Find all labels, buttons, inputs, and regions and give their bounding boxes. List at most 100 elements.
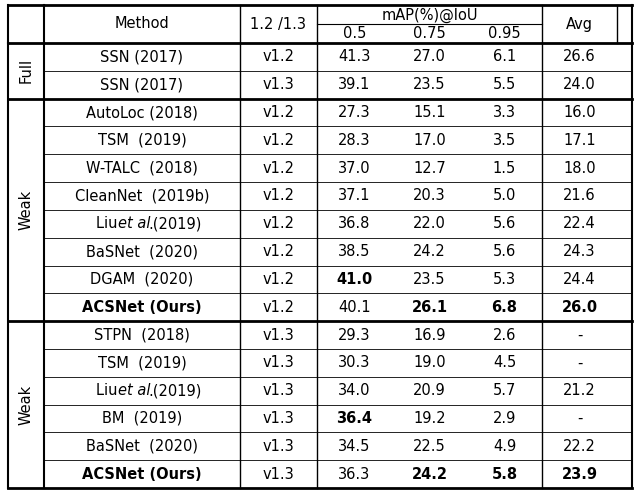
Text: 1.2 /1.3: 1.2 /1.3 bbox=[250, 16, 307, 32]
Text: Method: Method bbox=[115, 16, 170, 32]
Text: 39.1: 39.1 bbox=[339, 77, 371, 92]
Text: 23.5: 23.5 bbox=[413, 272, 445, 287]
Text: 34.0: 34.0 bbox=[339, 383, 371, 398]
Text: et al: et al bbox=[118, 216, 150, 231]
Text: Liu: Liu bbox=[96, 383, 122, 398]
Text: 36.3: 36.3 bbox=[339, 467, 371, 482]
Text: 23.9: 23.9 bbox=[561, 467, 598, 482]
Text: v1.2: v1.2 bbox=[262, 105, 294, 120]
Text: 12.7: 12.7 bbox=[413, 161, 446, 176]
Text: 18.0: 18.0 bbox=[563, 161, 596, 176]
Text: DGAM  (2020): DGAM (2020) bbox=[90, 272, 194, 287]
Text: 1.5: 1.5 bbox=[493, 161, 516, 176]
Text: 4.5: 4.5 bbox=[493, 355, 516, 371]
Text: v1.3: v1.3 bbox=[262, 411, 294, 426]
Text: 19.0: 19.0 bbox=[413, 355, 446, 371]
Text: et al: et al bbox=[118, 383, 150, 398]
Text: SSN (2017): SSN (2017) bbox=[100, 50, 184, 64]
Text: 24.0: 24.0 bbox=[563, 77, 596, 92]
Text: -: - bbox=[577, 411, 582, 426]
Text: 40.1: 40.1 bbox=[338, 300, 371, 315]
Text: 30.3: 30.3 bbox=[339, 355, 371, 371]
Text: .(2019): .(2019) bbox=[148, 216, 202, 231]
Text: Weak: Weak bbox=[19, 190, 33, 230]
Text: 23.5: 23.5 bbox=[413, 77, 445, 92]
Text: 17.0: 17.0 bbox=[413, 133, 446, 148]
Text: BM  (2019): BM (2019) bbox=[102, 411, 182, 426]
Text: 21.2: 21.2 bbox=[563, 383, 596, 398]
Text: 38.5: 38.5 bbox=[339, 244, 371, 259]
Text: W-TALC  (2018): W-TALC (2018) bbox=[86, 161, 198, 176]
Text: 2.6: 2.6 bbox=[493, 327, 516, 343]
Text: 26.6: 26.6 bbox=[563, 50, 596, 64]
Text: 22.2: 22.2 bbox=[563, 439, 596, 454]
Text: 36.4: 36.4 bbox=[337, 411, 372, 426]
Text: 36.8: 36.8 bbox=[339, 216, 371, 231]
Text: mAP(%)@IoU: mAP(%)@IoU bbox=[381, 8, 477, 23]
Text: 37.1: 37.1 bbox=[339, 188, 371, 203]
Text: v1.3: v1.3 bbox=[262, 355, 294, 371]
Text: 2.9: 2.9 bbox=[493, 411, 516, 426]
Text: 28.3: 28.3 bbox=[339, 133, 371, 148]
Text: 27.0: 27.0 bbox=[413, 50, 446, 64]
Text: CleanNet  (2019b): CleanNet (2019b) bbox=[75, 188, 209, 203]
Text: 41.0: 41.0 bbox=[337, 272, 372, 287]
Text: STPN  (2018): STPN (2018) bbox=[94, 327, 190, 343]
Text: v1.3: v1.3 bbox=[262, 439, 294, 454]
Text: 19.2: 19.2 bbox=[413, 411, 446, 426]
Text: TSM  (2019): TSM (2019) bbox=[98, 355, 186, 371]
Text: Full: Full bbox=[19, 58, 33, 83]
Text: AutoLoc (2018): AutoLoc (2018) bbox=[86, 105, 198, 120]
Text: 16.9: 16.9 bbox=[413, 327, 445, 343]
Text: 17.1: 17.1 bbox=[563, 133, 596, 148]
Text: 24.2: 24.2 bbox=[412, 467, 447, 482]
Text: v1.2: v1.2 bbox=[262, 216, 294, 231]
Text: v1.2: v1.2 bbox=[262, 50, 294, 64]
Text: TSM  (2019): TSM (2019) bbox=[98, 133, 186, 148]
Text: 24.2: 24.2 bbox=[413, 244, 446, 259]
Text: 5.3: 5.3 bbox=[493, 272, 516, 287]
Text: 3.3: 3.3 bbox=[493, 105, 516, 120]
Text: 15.1: 15.1 bbox=[413, 105, 445, 120]
Text: 22.5: 22.5 bbox=[413, 439, 446, 454]
Text: Liu: Liu bbox=[96, 216, 122, 231]
Text: 5.8: 5.8 bbox=[492, 467, 518, 482]
Text: 0.5: 0.5 bbox=[343, 26, 366, 41]
Text: 0.75: 0.75 bbox=[413, 26, 446, 41]
Text: v1.3: v1.3 bbox=[262, 383, 294, 398]
Text: 24.4: 24.4 bbox=[563, 272, 596, 287]
Text: v1.2: v1.2 bbox=[262, 188, 294, 203]
Text: 37.0: 37.0 bbox=[338, 161, 371, 176]
Text: -: - bbox=[577, 327, 582, 343]
Text: 4.9: 4.9 bbox=[493, 439, 516, 454]
Text: SSN (2017): SSN (2017) bbox=[100, 77, 184, 92]
Text: 34.5: 34.5 bbox=[339, 439, 371, 454]
Text: v1.3: v1.3 bbox=[262, 467, 294, 482]
Text: v1.2: v1.2 bbox=[262, 300, 294, 315]
Text: -: - bbox=[577, 355, 582, 371]
Text: .(2019): .(2019) bbox=[148, 383, 202, 398]
Text: 5.5: 5.5 bbox=[493, 77, 516, 92]
Text: 24.3: 24.3 bbox=[563, 244, 596, 259]
Text: 5.7: 5.7 bbox=[493, 383, 516, 398]
Text: Weak: Weak bbox=[19, 384, 33, 425]
Text: v1.2: v1.2 bbox=[262, 133, 294, 148]
Text: 6.1: 6.1 bbox=[493, 50, 516, 64]
Text: 21.6: 21.6 bbox=[563, 188, 596, 203]
Text: 5.6: 5.6 bbox=[493, 216, 516, 231]
Text: 29.3: 29.3 bbox=[339, 327, 371, 343]
Text: 16.0: 16.0 bbox=[563, 105, 596, 120]
Text: 22.0: 22.0 bbox=[413, 216, 446, 231]
Text: v1.3: v1.3 bbox=[262, 327, 294, 343]
Text: ACSNet (Ours): ACSNet (Ours) bbox=[82, 300, 202, 315]
Text: 5.6: 5.6 bbox=[493, 244, 516, 259]
Text: ACSNet (Ours): ACSNet (Ours) bbox=[82, 467, 202, 482]
Text: 5.0: 5.0 bbox=[493, 188, 516, 203]
Text: 6.8: 6.8 bbox=[492, 300, 518, 315]
Text: 26.0: 26.0 bbox=[561, 300, 598, 315]
Text: v1.2: v1.2 bbox=[262, 161, 294, 176]
Text: 22.4: 22.4 bbox=[563, 216, 596, 231]
Text: v1.2: v1.2 bbox=[262, 272, 294, 287]
Text: 20.3: 20.3 bbox=[413, 188, 446, 203]
Text: v1.3: v1.3 bbox=[262, 77, 294, 92]
